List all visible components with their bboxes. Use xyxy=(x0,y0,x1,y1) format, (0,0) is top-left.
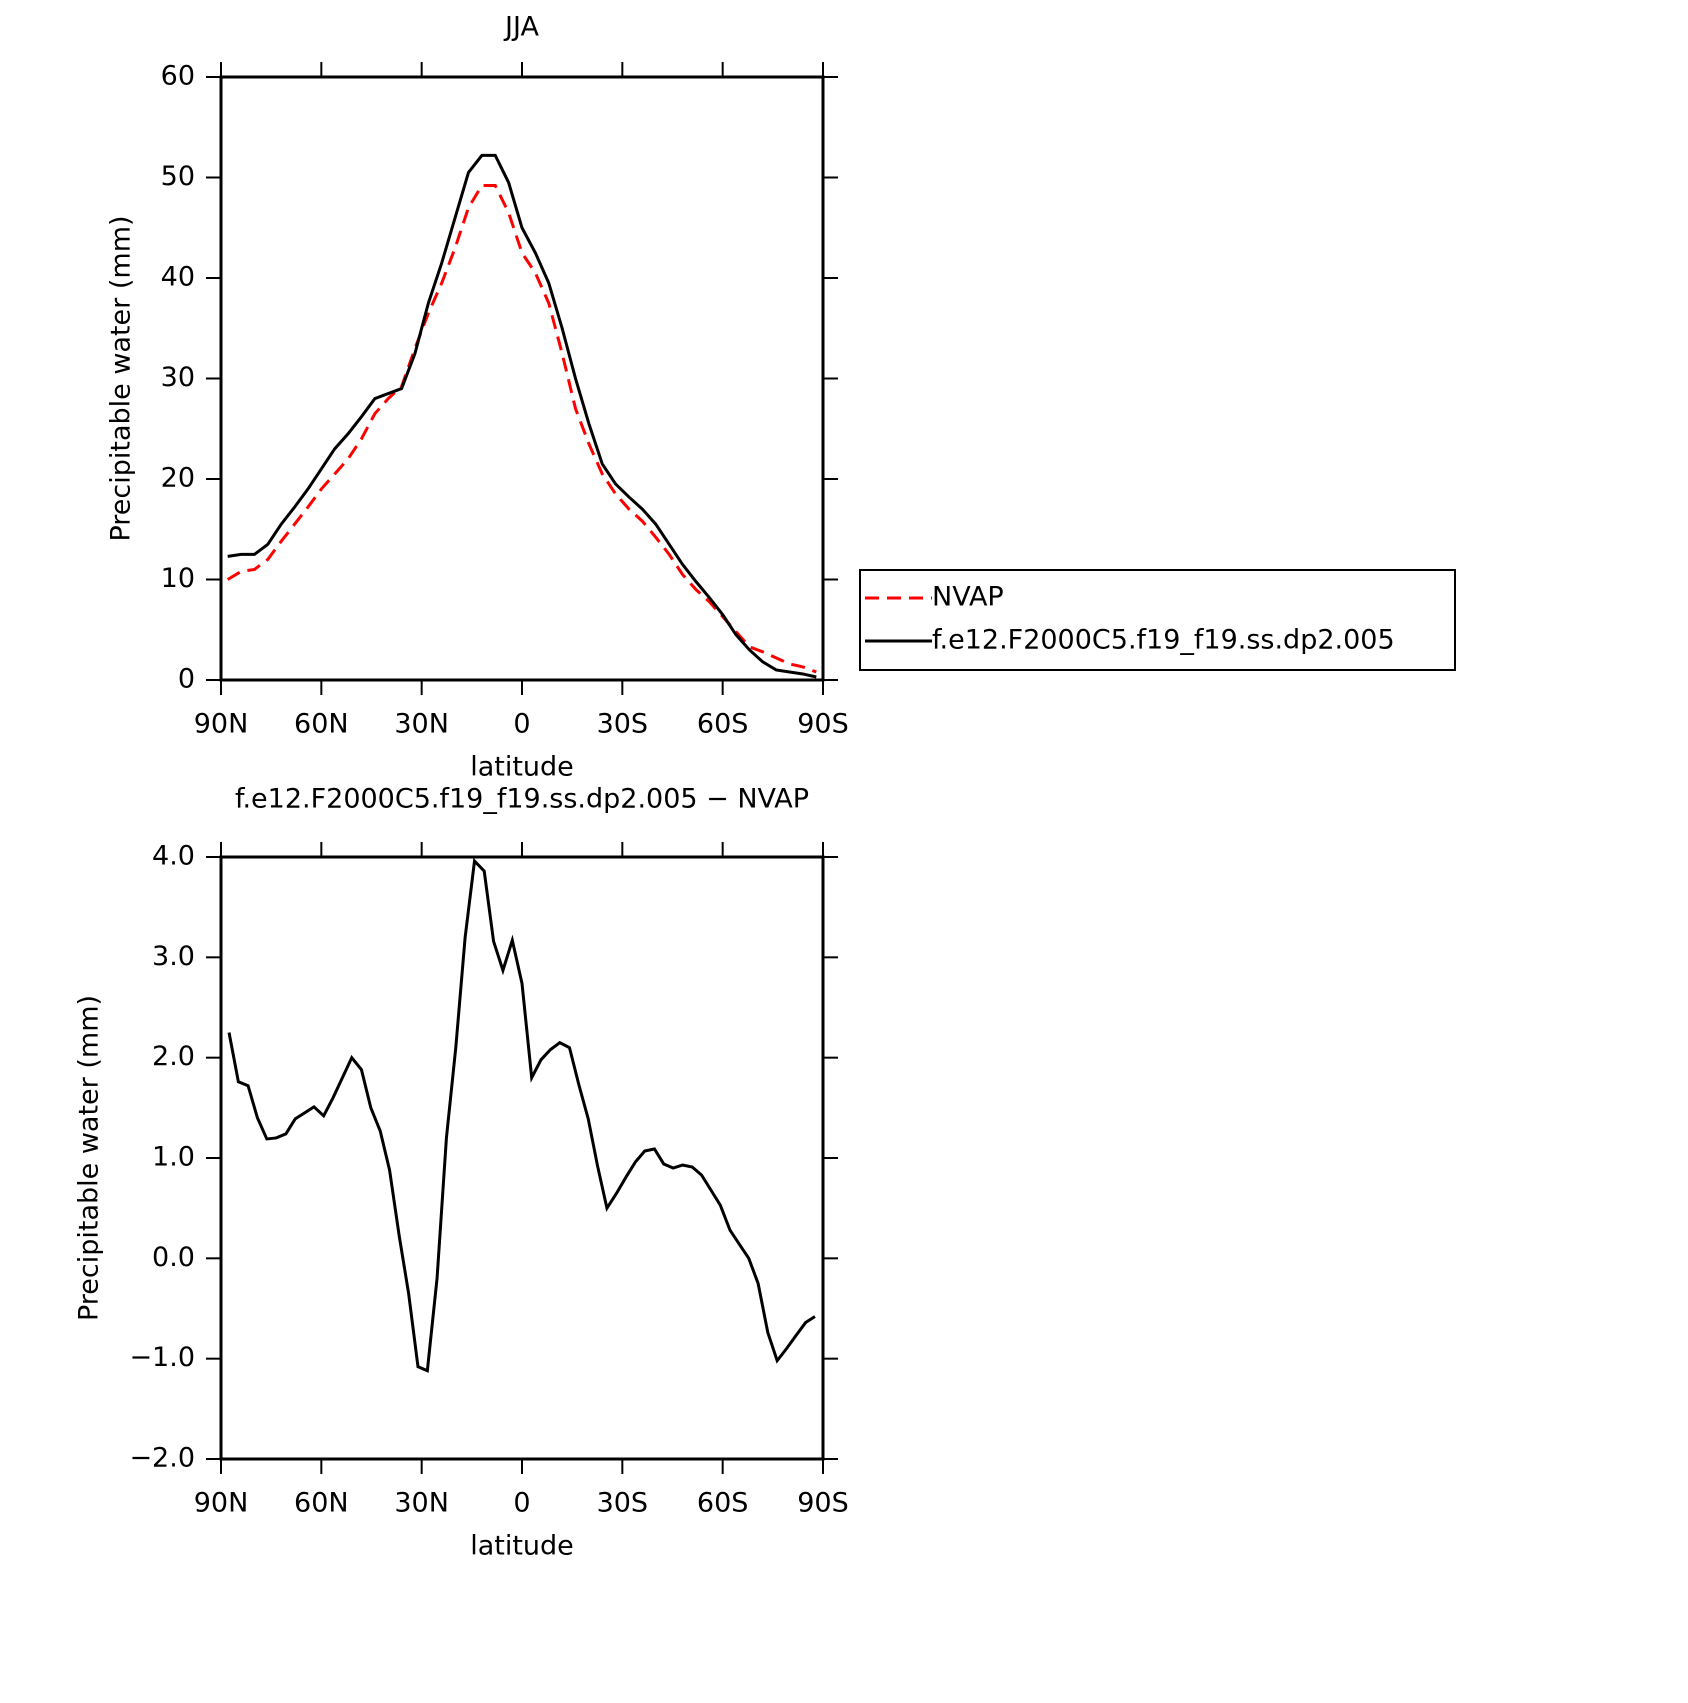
data-line xyxy=(227,153,817,679)
x-tick-label: 60S xyxy=(697,709,749,740)
y-tick-label: 3.0 xyxy=(152,941,195,972)
x-axis-label: latitude xyxy=(470,752,574,783)
x-tick-label: 90N xyxy=(194,1488,249,1519)
x-tick-label: 30S xyxy=(597,1488,649,1519)
y-tick-label: −1.0 xyxy=(129,1342,195,1373)
x-tick-label: 30N xyxy=(394,1488,449,1519)
chart-title: JJA xyxy=(503,12,539,43)
y-tick-label: −2.0 xyxy=(129,1443,195,1474)
chart-title: f.e12.F2000C5.f19_f19.ss.dp2.005 − NVAP xyxy=(235,784,809,815)
x-tick-label: 30S xyxy=(597,709,649,740)
x-tick-label: 30N xyxy=(394,709,449,740)
y-tick-label: 0 xyxy=(178,664,195,695)
y-tick-label: 0.0 xyxy=(152,1242,195,1273)
y-tick-label: 10 xyxy=(161,563,195,594)
x-tick-label: 60N xyxy=(294,1488,349,1519)
y-tick-label: 20 xyxy=(161,463,195,494)
x-tick-label: 0 xyxy=(513,709,530,740)
legend-label: NVAP xyxy=(932,582,1004,613)
data-line xyxy=(226,184,817,674)
y-tick-label: 4.0 xyxy=(152,841,195,872)
plot-frame xyxy=(219,75,825,682)
legend-box xyxy=(859,569,1456,671)
x-tick-label: 90S xyxy=(797,1488,849,1519)
y-tick-label: 40 xyxy=(161,262,195,293)
y-tick-label: 1.0 xyxy=(152,1142,195,1173)
plot-frame xyxy=(219,855,825,1461)
x-axis-label: latitude xyxy=(470,1531,574,1562)
y-tick-label: 50 xyxy=(161,161,195,192)
y-tick-label: 30 xyxy=(161,362,195,393)
y-tick-label: 60 xyxy=(161,61,195,92)
y-axis-label: Precipitable water (mm) xyxy=(106,215,137,541)
y-tick-label: 2.0 xyxy=(152,1041,195,1072)
x-tick-label: 90S xyxy=(797,709,849,740)
data-line xyxy=(227,857,816,1373)
x-tick-label: 60S xyxy=(697,1488,749,1519)
legend-label: f.e12.F2000C5.f19_f19.ss.dp2.005 xyxy=(932,625,1395,656)
x-tick-label: 60N xyxy=(294,709,349,740)
y-axis-label: Precipitable water (mm) xyxy=(74,995,105,1321)
x-tick-label: 90N xyxy=(194,709,249,740)
x-tick-label: 0 xyxy=(513,1488,530,1519)
